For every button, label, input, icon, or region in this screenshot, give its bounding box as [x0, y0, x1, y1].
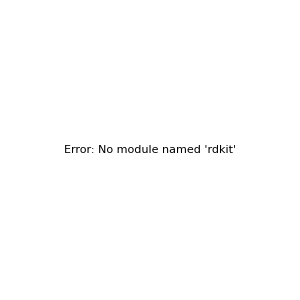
- Text: Error: No module named 'rdkit': Error: No module named 'rdkit': [64, 145, 236, 155]
